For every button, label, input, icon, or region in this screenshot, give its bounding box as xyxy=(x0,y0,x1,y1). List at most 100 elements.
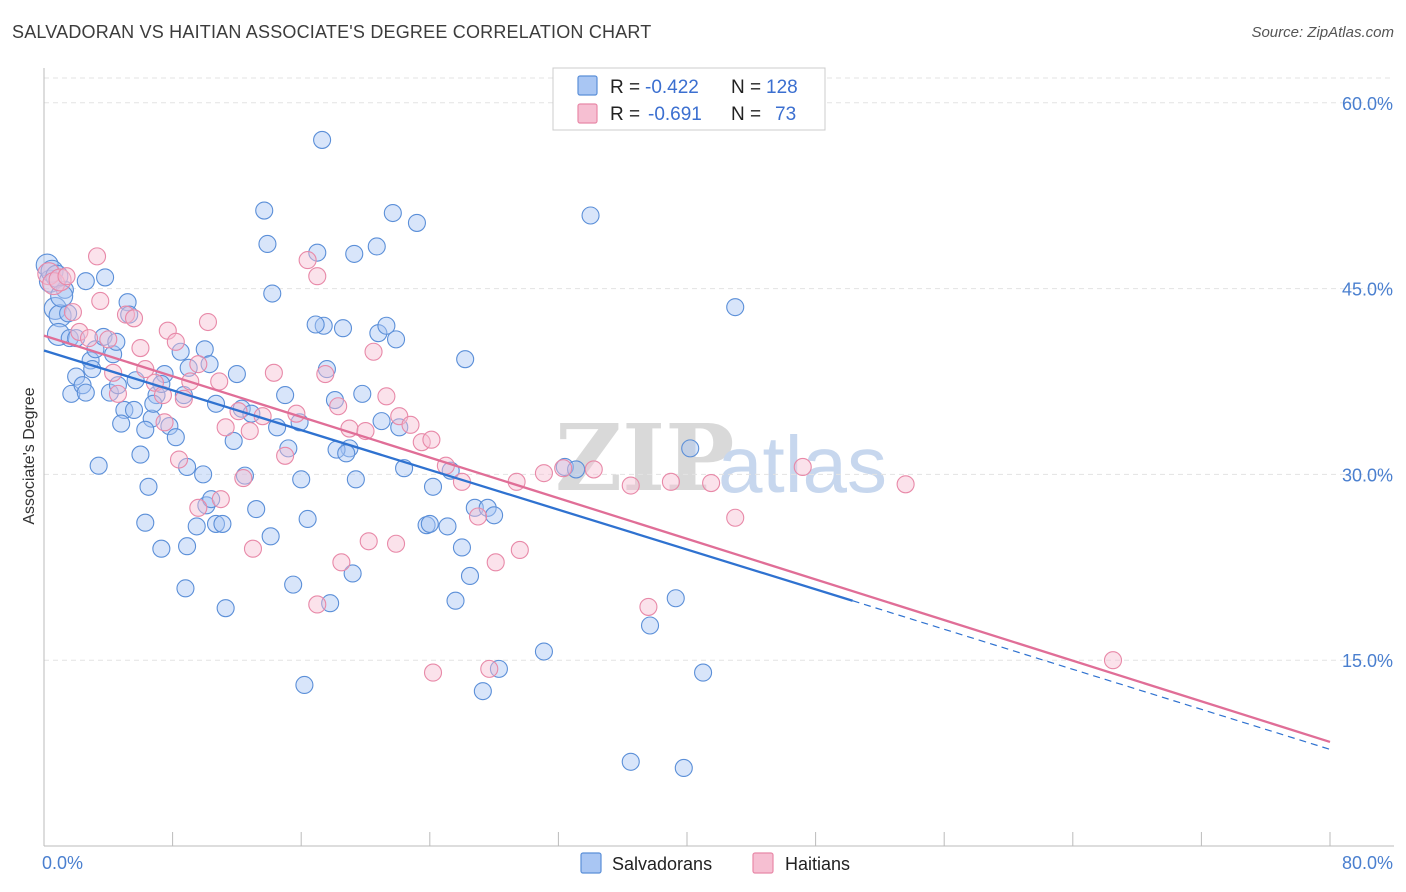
haitian-point-2 xyxy=(48,268,72,292)
salvadoran-point-43 xyxy=(213,514,232,533)
salvadoran-point-64 xyxy=(377,316,396,335)
haitian-point-41 xyxy=(401,415,420,434)
salvadoran-point-97 xyxy=(345,244,364,263)
haitian-point-6 xyxy=(79,329,99,348)
haitian-point-1 xyxy=(42,272,66,296)
haitian-point-52 xyxy=(584,460,603,479)
haitian-point-35 xyxy=(329,397,348,416)
salvadoran-point-24 xyxy=(139,477,158,496)
legend-r-value-haitian: -0.691 xyxy=(648,104,702,125)
x-tick-label-0: 0.0% xyxy=(42,853,83,873)
salvadoran-point-77 xyxy=(438,517,457,536)
haitian-point-71 xyxy=(169,450,189,469)
salvadoran-point-82 xyxy=(567,460,586,479)
haitian-point-48 xyxy=(510,540,529,559)
y-tick-label-2: 45.0% xyxy=(1342,280,1393,300)
salvadoran-trend-line xyxy=(43,349,853,602)
salvadoran-point-106 xyxy=(337,444,356,463)
salvadoran-point-23 xyxy=(131,445,150,464)
salvadoran-point-88 xyxy=(621,752,640,771)
haitian-point-61 xyxy=(480,659,499,678)
haitian-point-66 xyxy=(386,534,406,553)
salvadoran-point-45 xyxy=(224,431,243,450)
y-tick-label-0: 15.0% xyxy=(1342,651,1393,671)
haitian-point-58 xyxy=(793,457,812,477)
haitian-point-9 xyxy=(99,330,118,349)
salvadoran-point-36 xyxy=(187,517,206,536)
haitian-point-56 xyxy=(702,474,721,493)
haitian-point-3 xyxy=(57,267,76,286)
legend-n-label-salvadoran: N = xyxy=(731,77,761,98)
haitian-point-60 xyxy=(1103,651,1123,670)
haitian-point-50 xyxy=(534,464,553,483)
salvadoran-point-10 xyxy=(76,383,95,402)
legend-n-label-haitian: N = xyxy=(731,104,761,125)
salvadoran-trend-extension xyxy=(852,600,1331,750)
watermark-zip: ZIP xyxy=(555,404,734,512)
salvadoran-point-78 xyxy=(452,538,472,557)
haitian-point-5 xyxy=(70,322,89,341)
salvadoran-point-107 xyxy=(284,575,303,594)
haitian-point-34 xyxy=(316,365,335,384)
bottom-legend: Salvadorans Haitians xyxy=(580,852,850,874)
salvadoran-point-55 xyxy=(298,509,317,529)
chart-source: Source: ZipAtlas.com xyxy=(1251,24,1394,41)
bottom-legend-swatch-haitian xyxy=(752,852,774,874)
haitian-points xyxy=(37,247,1123,682)
haitian-point-43 xyxy=(422,430,441,449)
salvadoran-point-66 xyxy=(372,412,391,431)
haitian-point-65 xyxy=(359,532,378,551)
salvadoran-point-41 xyxy=(202,490,221,509)
salvadoran-point-32 xyxy=(171,342,190,361)
salvadoran-point-118 xyxy=(76,272,95,291)
gridlines xyxy=(44,77,1394,661)
haitian-point-11 xyxy=(108,384,127,403)
salvadoran-point-108 xyxy=(321,594,340,613)
salvadoran-point-99 xyxy=(313,130,332,149)
haitian-point-54 xyxy=(639,597,658,616)
salvadoran-point-25 xyxy=(136,513,155,532)
salvadoran-point-87 xyxy=(640,616,660,635)
y-axis-label: Associate's Degree xyxy=(21,387,38,524)
haitian-point-67 xyxy=(243,539,263,558)
salvadoran-point-100 xyxy=(255,201,274,220)
legend-r-label-salvadoran: R = xyxy=(610,77,640,98)
salvadoran-point-79 xyxy=(460,566,480,586)
haitian-point-53 xyxy=(621,476,640,495)
haitian-point-7 xyxy=(87,247,107,266)
watermark: ZIP atlas xyxy=(555,404,887,512)
salvadoran-point-49 xyxy=(261,527,280,546)
salvadoran-point-86 xyxy=(666,589,685,608)
salvadoran-point-96 xyxy=(308,243,327,262)
salvadoran-point-91 xyxy=(489,659,508,678)
salvadoran-point-116 xyxy=(136,420,155,439)
haitian-point-15 xyxy=(136,360,155,379)
bottom-legend-label-salvadoran: Salvadorans xyxy=(612,854,712,874)
haitian-point-68 xyxy=(234,469,253,488)
salvadoran-point-31 xyxy=(166,428,185,447)
y-tick-label-1: 30.0% xyxy=(1342,465,1393,485)
legend-swatch-haitian xyxy=(577,103,598,124)
haitian-point-46 xyxy=(468,507,488,526)
salvadoran-point-85 xyxy=(726,298,745,317)
haitian-point-4 xyxy=(63,303,82,322)
haitian-point-55 xyxy=(661,472,680,491)
haitian-trend-line xyxy=(43,334,1331,744)
salvadoran-point-51 xyxy=(276,386,295,405)
salvadoran-point-33 xyxy=(179,358,198,377)
haitian-point-13 xyxy=(124,309,144,328)
watermark-atlas: atlas xyxy=(718,420,887,509)
salvadoran-point-62 xyxy=(353,384,372,403)
haitian-point-64 xyxy=(332,553,351,572)
salvadoran-point-58 xyxy=(333,319,353,338)
haitian-point-24 xyxy=(210,372,229,391)
salvadoran-point-69 xyxy=(423,477,443,496)
haitian-point-38 xyxy=(364,342,383,361)
haitian-point-22 xyxy=(189,355,208,374)
salvadoran-point-93 xyxy=(694,663,713,682)
legend-swatch-salvadoran xyxy=(577,75,598,96)
y-tick-labels: 15.0% 30.0% 45.0% 60.0% xyxy=(1342,94,1393,671)
salvadoran-point-44 xyxy=(227,365,246,384)
salvadoran-point-112 xyxy=(152,539,171,558)
